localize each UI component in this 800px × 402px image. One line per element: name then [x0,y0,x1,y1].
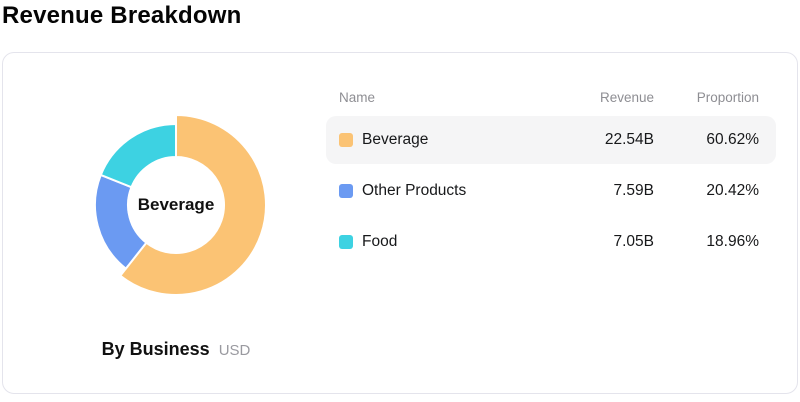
table-row-other-products[interactable]: Other Products 7.59B 20.42% [326,167,776,215]
page-title: Revenue Breakdown [2,2,242,29]
row-revenue: 22.54B [604,131,654,148]
caption-title: By Business [101,339,210,359]
table-row-beverage[interactable]: Beverage 22.54B 60.62% [326,116,776,164]
other-products-swatch-icon [339,184,353,198]
beverage-swatch-icon [339,133,353,147]
donut-slice-food[interactable] [99,123,177,189]
row-revenue: 7.59B [613,182,654,199]
row-revenue: 7.05B [613,233,654,250]
food-swatch-icon [339,235,353,249]
donut-chart[interactable]: Beverage [76,105,276,305]
row-label: Other Products [362,182,467,199]
caption-unit: USD [218,342,251,359]
table-row-food[interactable]: Food 7.05B 18.96% [326,218,776,266]
header-name: Name [339,89,376,105]
row-proportion: 60.62% [706,131,759,148]
header-proportion: Proportion [696,89,759,105]
donut-svg [94,114,267,296]
legend-table: Name Revenue Proportion Beverage 22.54B … [326,83,776,266]
row-label: Food [362,233,398,250]
table-header: Name Revenue Proportion [326,83,776,111]
row-label: Beverage [362,131,429,148]
revenue-card: Beverage By Business USD Name Revenue Pr… [2,52,798,394]
header-revenue: Revenue [599,89,654,105]
donut-slice-beverage[interactable] [119,114,267,296]
chart-caption: By Business USD [3,339,349,360]
row-proportion: 20.42% [706,182,759,199]
row-proportion: 18.96% [706,233,759,250]
